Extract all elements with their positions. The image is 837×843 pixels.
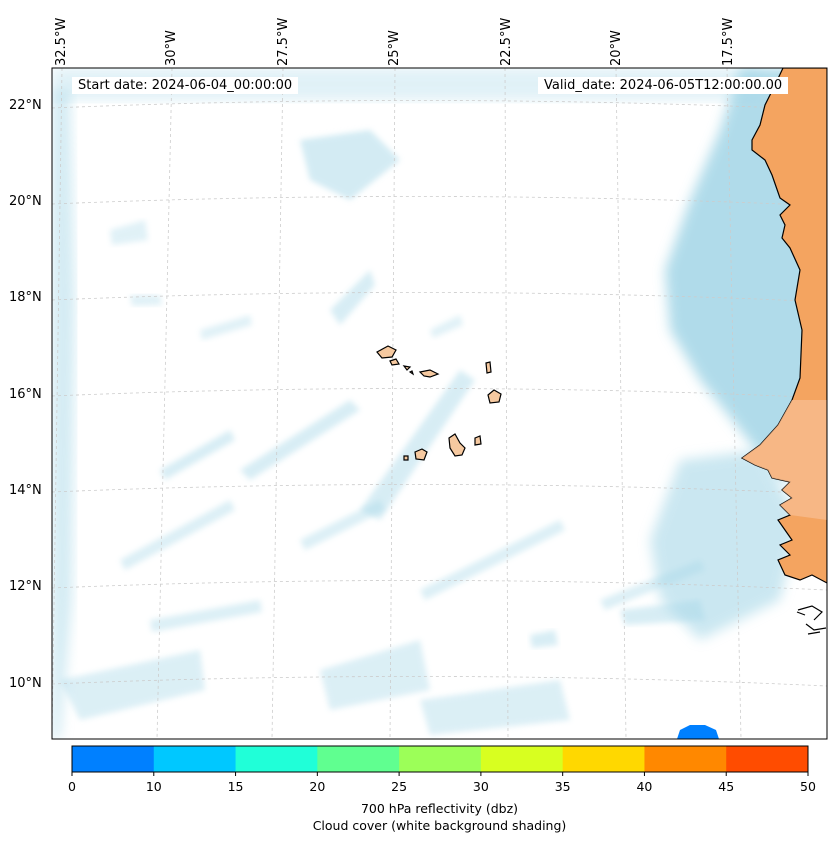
colorbar-segment (72, 746, 155, 772)
colorbar-frame (71, 745, 809, 773)
colorbar-segment (480, 746, 564, 772)
reflectivity-cell (677, 725, 719, 739)
colorbar-segment (153, 746, 237, 772)
lon-label: 22.5°W (499, 17, 514, 66)
colorbar-tick-label: 0 (68, 779, 76, 794)
colorbar-segment (562, 746, 645, 772)
colorbar-tick-label: 45 (718, 779, 735, 794)
lat-label: 10°N (9, 676, 42, 691)
colorbar-segment (235, 746, 318, 772)
coastal-tint (742, 400, 827, 520)
colorbar-tick-label: 15 (227, 779, 244, 794)
lon-label: 20°W (609, 30, 624, 66)
colorbar-tick-label: 50 (800, 779, 816, 794)
valid-date-label: Valid_date: 2024-06-05T12:00:00.00 (538, 77, 789, 94)
lon-label: 30°W (164, 30, 179, 66)
colorbar-tick-label: 30 (472, 779, 489, 794)
lat-label: 22°N (9, 98, 42, 113)
lat-label: 12°N (9, 579, 42, 594)
colorbar-segment (726, 746, 809, 772)
colorbar-segment (399, 746, 482, 772)
colorbar-sublabel: Cloud cover (white background shading) (312, 818, 567, 833)
lat-label: 16°N (9, 387, 42, 402)
lon-label: 27.5°W (276, 17, 291, 66)
lon-label: 17.5°W (721, 17, 736, 66)
lon-label: 25°W (387, 30, 402, 66)
lon-label: 32.5°W (54, 17, 69, 66)
graticule (52, 68, 827, 739)
lat-label: 14°N (9, 483, 42, 498)
colorbar-tick-label: 35 (554, 779, 571, 794)
start-date-label: Start date: 2024-06-04_00:00:00 (72, 77, 299, 94)
cape-verde-islands (376, 345, 502, 461)
colorbar-segment (644, 746, 727, 772)
colorbar-tick-label: 25 (391, 779, 408, 794)
colorbar-tick-label: 20 (309, 779, 326, 794)
cloud-cover-layer (52, 68, 827, 739)
colorbar-tick-label: 10 (145, 779, 162, 794)
colorbar-tick-label: 40 (636, 779, 653, 794)
coastal-islands (796, 605, 827, 635)
lat-label: 18°N (9, 290, 42, 305)
lat-label: 20°N (9, 194, 42, 209)
colorbar-segment (317, 746, 400, 772)
colorbar-label: 700 hPa reflectivity (dbz) (360, 801, 519, 816)
map-area (52, 68, 827, 739)
map-frame (51, 67, 828, 740)
